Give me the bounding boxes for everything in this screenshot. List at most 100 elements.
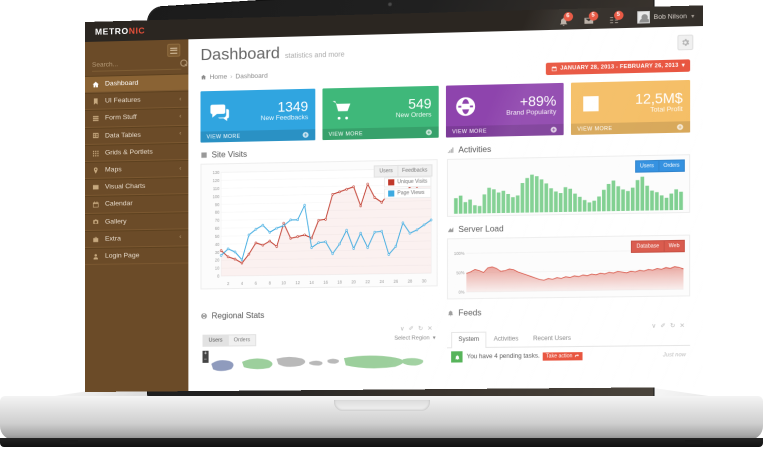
panel-config-icon[interactable]: ✐ bbox=[408, 326, 414, 333]
take-action-button[interactable]: Take action bbox=[542, 351, 584, 361]
notification-bell-button[interactable]: 6 bbox=[557, 11, 573, 27]
brand-logo[interactable]: METRONIC bbox=[85, 25, 145, 37]
stat-card-number: +89% bbox=[519, 92, 557, 109]
feeds-tab-system[interactable]: System bbox=[451, 331, 487, 349]
user-menu[interactable]: Bob Nilson ▾ bbox=[633, 10, 694, 24]
sidebar-item-login-page[interactable]: Login Page bbox=[85, 246, 189, 266]
form-icon bbox=[92, 115, 100, 123]
legend-entry-unique-visits[interactable]: Unique Visits bbox=[383, 176, 432, 188]
settings-gear-button[interactable] bbox=[677, 34, 694, 51]
bookmark-icon bbox=[92, 97, 100, 105]
notification-tasks-button[interactable]: 5 bbox=[607, 10, 624, 25]
sidebar-item-extra[interactable]: Extra ‹ bbox=[85, 229, 189, 248]
breadcrumb-separator: › bbox=[230, 72, 233, 81]
activities-tab-users[interactable]: Users bbox=[634, 159, 660, 173]
svg-text:24: 24 bbox=[379, 279, 384, 284]
breadcrumb-home[interactable]: Home bbox=[209, 73, 228, 81]
calendar-icon bbox=[551, 66, 557, 72]
sidebar-search[interactable] bbox=[91, 57, 182, 72]
sidebar-item-data-tables[interactable]: Data Tables ‹ bbox=[85, 125, 189, 145]
select-region-dropdown[interactable]: Select Region ▾ bbox=[394, 335, 435, 342]
stat-card-values: +89% Brand Popularity bbox=[506, 92, 557, 117]
laptop-foot-right bbox=[685, 440, 703, 444]
sidebar-item-label: Calendar bbox=[104, 200, 133, 209]
sidebar-item-label: Extra bbox=[104, 235, 121, 243]
sidebar-toggle-button[interactable] bbox=[167, 43, 181, 57]
regional-stats-tabs: Users Orders bbox=[202, 334, 257, 347]
feeds-tab-recent-users[interactable]: Recent Users bbox=[532, 335, 572, 343]
server-load-title: Server Load bbox=[447, 221, 690, 234]
server-load-tab-database[interactable]: Database bbox=[631, 240, 665, 253]
panel-close-icon[interactable]: ✕ bbox=[427, 326, 433, 333]
svg-text:0%: 0% bbox=[459, 289, 465, 294]
server-load-chart[interactable]: 100% 50% 0% bbox=[448, 236, 689, 301]
stat-card-label: New Feedbacks bbox=[260, 113, 309, 122]
sidebar-item-visual-charts[interactable]: Visual Charts bbox=[85, 177, 189, 197]
search-input[interactable] bbox=[91, 59, 181, 69]
legend-entry-page-views[interactable]: Page Views bbox=[383, 187, 432, 199]
dashboard-grid-top: Site Visits Users Feedbacks Unique Visit… bbox=[200, 141, 691, 303]
calendar-icon bbox=[92, 201, 100, 209]
svg-text:100%: 100% bbox=[454, 251, 465, 257]
svg-text:12: 12 bbox=[295, 280, 300, 285]
regional-tab-orders[interactable]: Orders bbox=[227, 334, 257, 347]
sidebar-item-ui-features[interactable]: UI Features ‹ bbox=[85, 90, 189, 111]
stat-card-brand-popularity[interactable]: +89% Brand Popularity VIEW MORE bbox=[445, 82, 564, 138]
activities-tab-orders[interactable]: Orders bbox=[658, 159, 685, 173]
date-range-picker[interactable]: JANUARY 28, 2013 - FEBRUARY 26, 2013 ▾ bbox=[545, 59, 691, 76]
regional-tab-users[interactable]: Users bbox=[202, 334, 229, 347]
sidebar-item-calendar[interactable]: Calendar bbox=[85, 194, 189, 214]
area-icon bbox=[447, 227, 454, 233]
sidebar-item-grids-portlets[interactable]: Grids & Portlets bbox=[85, 142, 189, 162]
svg-text:6: 6 bbox=[255, 280, 258, 285]
stat-card-total-profit[interactable]: 12,5M$ Total Profit VIEW MORE bbox=[570, 79, 691, 135]
svg-text:26: 26 bbox=[394, 278, 399, 283]
stat-card-body: 1349 New Feedbacks bbox=[200, 89, 315, 132]
panel-close-icon[interactable]: ✕ bbox=[679, 323, 685, 330]
regional-stats-map[interactable]: + − bbox=[200, 347, 438, 372]
sidebar-menu: Dashboard UI Features ‹ Form Stuff ‹ Data Tab… bbox=[85, 73, 189, 266]
svg-text:2: 2 bbox=[227, 281, 230, 286]
panel-config-icon[interactable]: ✐ bbox=[660, 323, 666, 330]
stat-card-view-more-button[interactable]: VIEW MORE bbox=[570, 121, 691, 135]
breadcrumb-current: Dashboard bbox=[235, 72, 268, 80]
svg-text:8: 8 bbox=[269, 280, 272, 285]
arrow-right-icon bbox=[575, 354, 580, 358]
svg-text:60: 60 bbox=[215, 226, 220, 231]
stat-card-new-feedbacks[interactable]: 1349 New Feedbacks VIEW MORE bbox=[200, 88, 316, 143]
panel-reload-icon[interactable]: ↻ bbox=[669, 323, 676, 330]
stat-card-view-more-button[interactable]: VIEW MORE bbox=[445, 123, 564, 138]
svg-text:50: 50 bbox=[215, 234, 220, 239]
sidebar-item-gallery[interactable]: Gallery bbox=[85, 211, 189, 231]
panel-reload-icon[interactable]: ↻ bbox=[417, 326, 424, 333]
panel-collapse-icon[interactable]: ∨ bbox=[651, 323, 657, 330]
map-zoom-out-button[interactable]: − bbox=[202, 356, 209, 363]
server-load-tab-web[interactable]: Web bbox=[663, 239, 685, 253]
user-menu-label: Bob Nilson bbox=[653, 12, 687, 21]
svg-text:28: 28 bbox=[408, 278, 413, 283]
svg-text:0: 0 bbox=[217, 273, 220, 278]
stat-card-view-more-button[interactable]: VIEW MORE bbox=[200, 129, 316, 143]
stat-card-view-more-button[interactable]: VIEW MORE bbox=[322, 126, 439, 141]
site-visits-tab-users[interactable]: Users bbox=[374, 164, 398, 178]
chevron-down-icon: ▾ bbox=[432, 335, 436, 342]
view-more-label: VIEW MORE bbox=[577, 125, 613, 133]
feeds-tab-activities[interactable]: Activities bbox=[493, 336, 519, 343]
site-visits-tab-feedbacks[interactable]: Feedbacks bbox=[396, 164, 433, 178]
page-subtitle: statistics and more bbox=[284, 51, 345, 61]
sidebar-item-dashboard[interactable]: Dashboard bbox=[85, 73, 189, 94]
panel-collapse-icon[interactable]: ∨ bbox=[399, 326, 405, 333]
sidebar-item-form-stuff[interactable]: Form Stuff ‹ bbox=[85, 108, 189, 128]
sidebar-item-label: Form Stuff bbox=[104, 114, 137, 123]
main-content: Dashboard statistics and more Home › Das… bbox=[188, 26, 703, 392]
stat-card-label: Total Profit bbox=[650, 105, 683, 114]
site-visits-tabs: Users Feedbacks bbox=[374, 164, 433, 178]
sidebar-item-maps[interactable]: Maps ‹ bbox=[85, 159, 189, 180]
server-load-panel: Database Web 100% 50% 0% bbox=[446, 234, 691, 301]
notification-envelope-button[interactable]: 5 bbox=[582, 10, 598, 26]
stat-card-new-orders[interactable]: 549 New Orders VIEW MORE bbox=[322, 85, 439, 141]
feed-list-item[interactable]: You have 4 pending tasks. Take action Ju… bbox=[446, 345, 691, 366]
select-region-label: Select Region bbox=[394, 335, 430, 342]
site-visits-title: Site Visits bbox=[200, 146, 437, 160]
